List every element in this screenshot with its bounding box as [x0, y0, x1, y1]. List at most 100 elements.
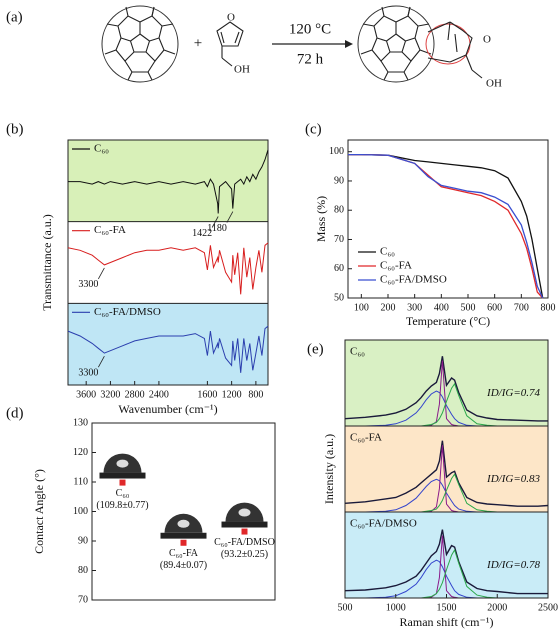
- x-tick-label: 3600: [76, 389, 96, 400]
- legend-label: C₆₀-FA/DMSO: [380, 274, 447, 286]
- x-axis-title: Raman shift (cm⁻¹): [400, 615, 494, 629]
- sample-name: C₆₀-FA: [169, 548, 199, 559]
- raman-line: [344, 529, 548, 595]
- x-tick-label: 1000: [386, 602, 406, 613]
- droplet: [160, 513, 207, 539]
- tga-line: [348, 153, 544, 299]
- x-axis-title: Temperature (°C): [406, 314, 490, 328]
- band: [68, 140, 268, 222]
- y-tick-label: 70: [334, 234, 344, 245]
- subpanel-name: C₆₀: [350, 346, 365, 358]
- y-tick-label: 60: [334, 263, 344, 274]
- y-tick-label: 120: [73, 447, 88, 458]
- peak-arrow: [226, 211, 234, 223]
- scheme: (a) + O OH 120 °C 72 h O OH: [6, 5, 502, 90]
- x-tick-label: 2500: [538, 602, 558, 613]
- raman-line: [344, 356, 548, 422]
- y-tick-label: 90: [334, 175, 344, 186]
- y-axis-title: Intensity (a.u.): [322, 434, 336, 504]
- fullerene: [101, 5, 179, 83]
- panel-label: (c): [305, 121, 322, 137]
- x-tick-label: 400: [434, 302, 449, 313]
- value-label: (109.8±0.77): [96, 500, 148, 511]
- sample-name: C₆₀: [116, 488, 130, 499]
- fullerene: [357, 5, 435, 83]
- atom-label: OH: [234, 64, 250, 76]
- point: [180, 539, 187, 546]
- tga-line: [348, 153, 544, 299]
- spectrum-line: [67, 325, 269, 373]
- value-label: (89.4±0.07): [160, 560, 207, 571]
- condition: 120 °C: [289, 21, 331, 37]
- x-tick-label: 800: [248, 389, 263, 400]
- spectrum-line: [67, 242, 269, 295]
- peak-label: 3300: [78, 279, 98, 290]
- point: [241, 528, 248, 535]
- panel-label: (a): [6, 9, 23, 25]
- x-tick-label: 2000: [487, 602, 507, 613]
- adduct-ring: [425, 21, 483, 79]
- plot-frame: [67, 139, 269, 386]
- atom-label: O: [483, 34, 491, 46]
- y-tick-label: 100: [329, 146, 344, 157]
- y-tick-label: 50: [334, 292, 344, 303]
- peak-arrow: [98, 267, 105, 280]
- x-tick-label: 500: [338, 602, 353, 613]
- atom-label: OH: [486, 78, 502, 90]
- legend-label: C₆₀: [94, 143, 109, 155]
- atom-label: O: [227, 12, 235, 24]
- point: [119, 479, 126, 486]
- condition: 72 h: [297, 51, 324, 67]
- x-tick-label: 500: [461, 302, 476, 313]
- ratio-label: ID/IG=0.78: [486, 559, 540, 571]
- x-tick-label: 200: [381, 302, 396, 313]
- y-tick-label: 110: [73, 476, 88, 487]
- y-tick-label: 80: [78, 565, 88, 576]
- x-tick-label: 300: [407, 302, 422, 313]
- x-tick-label: 100: [354, 302, 369, 313]
- ratio-label: ID/IG=0.83: [486, 473, 540, 485]
- y-tick-label: 100: [73, 506, 88, 517]
- droplet: [221, 502, 268, 528]
- panel-label: (b): [6, 121, 24, 137]
- y-tick-label: 80: [334, 205, 344, 216]
- x-tick-label: 1200: [222, 389, 242, 400]
- legend-label: C₆₀-FA/DMSO: [94, 306, 161, 318]
- ratio-label: ID/IG=0.74: [486, 387, 540, 399]
- x-tick-label: 2800: [125, 389, 145, 400]
- peak-arrow: [98, 355, 105, 368]
- plus: +: [194, 35, 202, 51]
- legend-label: C₆₀-FA: [380, 260, 412, 272]
- x-tick-label: 800: [541, 302, 556, 313]
- x-tick-label: 3200: [100, 389, 120, 400]
- y-tick-label: 130: [73, 417, 88, 428]
- subpanel-name: C₆₀-FA: [350, 432, 382, 444]
- x-axis-title: Wavenumber (cm⁻¹): [118, 402, 217, 416]
- y-axis-title: Transmittance (a.u.): [40, 214, 54, 311]
- value-label: (93.2±0.25): [221, 549, 268, 560]
- plot-frame: [347, 139, 549, 299]
- x-tick-label: 1600: [197, 389, 217, 400]
- band: [68, 303, 268, 385]
- y-tick-label: 70: [78, 594, 88, 605]
- peak-label: 1422: [192, 228, 212, 239]
- sample-name: C₆₀-FA/DMSO: [214, 537, 275, 548]
- peak-arrow: [211, 216, 219, 228]
- y-tick-label: 90: [78, 535, 88, 546]
- x-tick-label: 1500: [437, 602, 457, 613]
- panel-label: (e): [307, 341, 324, 357]
- y-axis-title: Mass (%): [314, 196, 328, 242]
- panel-label: (d): [6, 405, 24, 421]
- subpanel-name: C₆₀-FA/DMSO: [350, 518, 417, 530]
- x-tick-label: 2400: [149, 389, 169, 400]
- droplet: [99, 453, 146, 479]
- peak-label: 1180: [207, 223, 227, 234]
- peak-label: 3300: [78, 367, 98, 378]
- raman-line: [344, 440, 549, 507]
- x-tick-label: 600: [487, 302, 502, 313]
- arrow-head: [345, 40, 353, 48]
- furfuryl-alcohol: [216, 21, 244, 67]
- spectrum-line: [68, 149, 269, 214]
- legend-label: C₆₀: [380, 246, 395, 258]
